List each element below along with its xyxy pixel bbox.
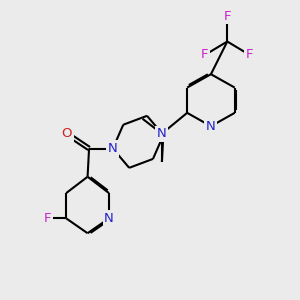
Text: N: N	[157, 127, 167, 140]
Text: N: N	[206, 120, 216, 133]
Text: F: F	[224, 10, 231, 23]
Text: N: N	[108, 142, 118, 155]
Text: F: F	[201, 48, 209, 62]
Text: N: N	[104, 212, 114, 225]
Text: F: F	[246, 48, 253, 62]
Text: F: F	[44, 212, 52, 225]
Text: O: O	[61, 127, 72, 140]
